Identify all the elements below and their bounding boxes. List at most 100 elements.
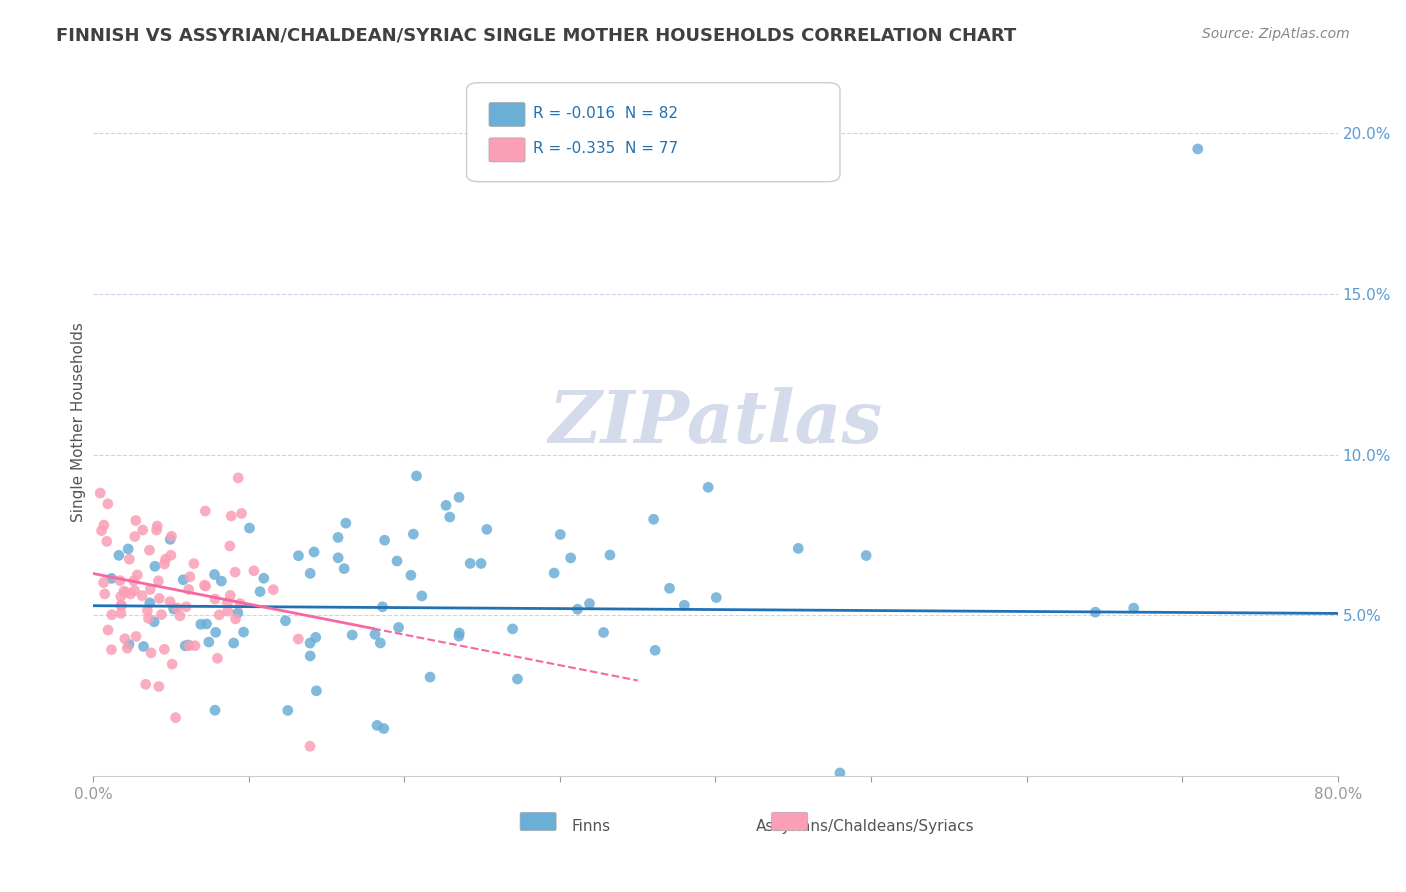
Point bbox=[132, 523, 155, 537]
Point bbox=[374, 533, 396, 548]
Point bbox=[135, 677, 157, 691]
Point bbox=[100, 571, 122, 585]
Point bbox=[100, 642, 122, 657]
Point bbox=[90, 524, 112, 538]
Point bbox=[93, 575, 115, 590]
Point bbox=[274, 614, 297, 628]
Point bbox=[110, 590, 132, 604]
Point bbox=[502, 622, 524, 636]
Point bbox=[110, 607, 132, 621]
Point bbox=[172, 573, 194, 587]
Point bbox=[364, 627, 387, 641]
Point bbox=[179, 570, 201, 584]
Point bbox=[115, 585, 138, 599]
Point bbox=[132, 640, 155, 654]
Point bbox=[160, 548, 183, 562]
Point bbox=[184, 639, 207, 653]
Point bbox=[122, 574, 145, 588]
Point bbox=[335, 516, 357, 531]
Point bbox=[287, 632, 309, 646]
Point bbox=[1122, 601, 1144, 615]
Point bbox=[169, 608, 191, 623]
Point bbox=[543, 566, 565, 580]
Point bbox=[110, 599, 132, 613]
Point bbox=[550, 527, 572, 541]
Point bbox=[120, 587, 142, 601]
Point bbox=[138, 611, 160, 625]
Point bbox=[1084, 605, 1107, 619]
Point bbox=[226, 606, 249, 620]
Point bbox=[828, 766, 851, 780]
Point bbox=[143, 559, 166, 574]
Point bbox=[159, 594, 181, 608]
Point bbox=[253, 571, 276, 585]
Text: Finns: Finns bbox=[571, 819, 610, 834]
Point bbox=[125, 514, 148, 528]
Point bbox=[599, 548, 621, 562]
Point bbox=[194, 504, 217, 518]
Point bbox=[143, 615, 166, 629]
Point bbox=[150, 607, 173, 622]
Point bbox=[229, 597, 252, 611]
Point bbox=[592, 625, 614, 640]
Point bbox=[94, 587, 117, 601]
Point bbox=[153, 557, 176, 571]
Point bbox=[118, 552, 141, 566]
Point bbox=[787, 541, 810, 556]
FancyBboxPatch shape bbox=[489, 103, 524, 127]
Point bbox=[506, 672, 529, 686]
Point bbox=[217, 595, 239, 609]
Point bbox=[114, 632, 136, 646]
Point bbox=[148, 591, 170, 606]
Point bbox=[385, 554, 408, 568]
Point bbox=[673, 599, 696, 613]
Point bbox=[470, 557, 492, 571]
Point bbox=[697, 480, 720, 494]
Point bbox=[127, 568, 149, 582]
Point bbox=[174, 599, 197, 614]
Point bbox=[125, 629, 148, 643]
Point bbox=[298, 739, 321, 754]
Text: R = -0.335  N = 77: R = -0.335 N = 77 bbox=[533, 141, 678, 156]
Point bbox=[402, 527, 425, 541]
Point bbox=[148, 574, 170, 588]
Point bbox=[232, 625, 254, 640]
Point bbox=[305, 631, 328, 645]
Point bbox=[160, 657, 183, 672]
Point bbox=[578, 597, 600, 611]
Point bbox=[198, 635, 221, 649]
Point bbox=[108, 549, 131, 563]
Point bbox=[204, 703, 226, 717]
Point bbox=[704, 591, 727, 605]
Point bbox=[387, 620, 409, 634]
Point bbox=[112, 584, 135, 599]
Text: Assyrians/Chaldeans/Syriacs: Assyrians/Chaldeans/Syriacs bbox=[755, 819, 974, 834]
Point bbox=[449, 626, 471, 640]
Point bbox=[204, 567, 226, 582]
FancyBboxPatch shape bbox=[772, 813, 807, 830]
Point bbox=[287, 549, 309, 563]
Point bbox=[224, 565, 246, 579]
Point bbox=[399, 568, 422, 582]
Point bbox=[299, 636, 322, 650]
Point bbox=[411, 589, 433, 603]
Point bbox=[366, 718, 388, 732]
Point bbox=[560, 550, 582, 565]
Point bbox=[447, 629, 470, 643]
Point bbox=[163, 602, 186, 616]
Point bbox=[658, 582, 681, 596]
Point bbox=[328, 550, 350, 565]
Point bbox=[118, 637, 141, 651]
Point bbox=[434, 499, 457, 513]
Point bbox=[204, 592, 226, 607]
Point bbox=[97, 497, 120, 511]
Point bbox=[193, 578, 215, 592]
Point bbox=[302, 545, 325, 559]
Point bbox=[96, 534, 118, 549]
FancyBboxPatch shape bbox=[489, 138, 524, 162]
Point bbox=[117, 541, 139, 556]
Point bbox=[458, 557, 481, 571]
Point bbox=[439, 510, 461, 524]
Point bbox=[207, 651, 229, 665]
Point bbox=[138, 543, 160, 558]
